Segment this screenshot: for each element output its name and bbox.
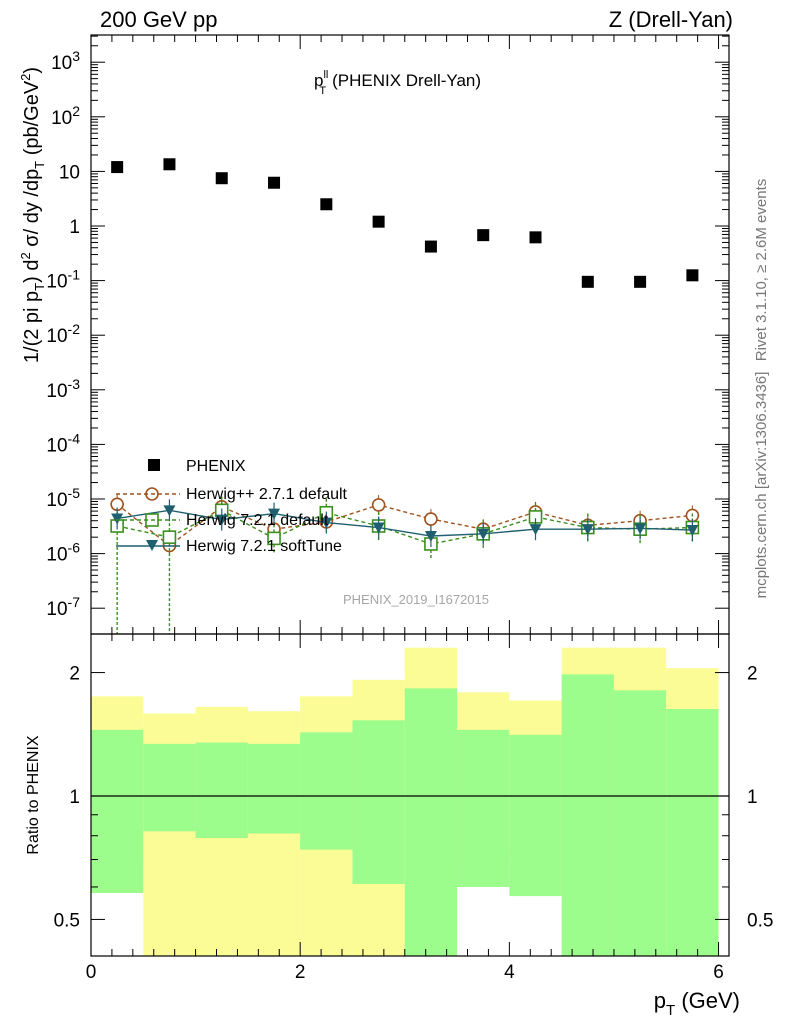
h7soft-point: [424, 531, 437, 543]
h7soft-point: [268, 508, 281, 520]
phenix-point: [581, 275, 594, 288]
h7soft-point: [686, 525, 699, 537]
y-tick-label: 10: [59, 162, 80, 183]
analysis-watermark: PHENIX_2019_I1672015: [343, 592, 489, 607]
series-line: [116, 503, 693, 547]
phenix-point: [686, 269, 699, 282]
ratio-stat-band: [91, 729, 144, 893]
h7soft-point: [372, 522, 385, 534]
series-line: [117, 509, 693, 545]
h7soft-point: [215, 514, 228, 526]
ratio-stat-band: [247, 743, 301, 834]
phenix-point: [424, 240, 437, 253]
y-tick-label: 1: [69, 217, 80, 238]
ratio-bands: [91, 647, 719, 956]
h7soft-point: [111, 513, 124, 525]
axes-ticks: 10-7 10-6 10-5 10-4 10-3 10-2 10-1 1 10 102 103 0 2 4…: [46, 35, 773, 983]
ratio-panel-frame: [90, 633, 730, 957]
header-left: 200 GeV pp: [100, 7, 217, 32]
y-tick-label: 10-3: [46, 376, 80, 402]
ratio-tick-label-right: 2: [747, 664, 758, 685]
phenix-point: [477, 229, 490, 242]
legend-hpp-label: Herwig++ 2.7.1 default: [186, 486, 348, 503]
y-tick-label: 102: [51, 103, 80, 129]
ratio-stat-band: [143, 743, 196, 832]
x-tick-label: 6: [713, 962, 724, 983]
ratio-tick-label-right: 0.5: [747, 910, 773, 931]
hpp-point: [371, 498, 386, 512]
x-tick-label: 2: [295, 962, 306, 983]
header-right: Z (Drell-Yan): [609, 7, 733, 32]
legend-h7soft-marker: [146, 540, 158, 551]
ratio-stat-band: [509, 734, 562, 897]
top-panel-series: [110, 158, 700, 634]
h7soft-point: [320, 517, 333, 529]
y-tick-label: 10-1: [46, 267, 80, 293]
ratio-stat-band: [404, 688, 458, 956]
ratio-stat-band: [457, 729, 510, 887]
hpp-point: [424, 512, 438, 526]
y-tick-label: 10-4: [46, 430, 80, 456]
ratio-stat-band: [300, 732, 353, 850]
x-tick-label: 0: [86, 962, 97, 983]
top-y-axis-label: 1/(2 pi pT) d2 σ/ dy /dpT (pb/GeV2): [18, 67, 47, 363]
plot-title: pll T(PHENIX Drell-Yan): [314, 69, 481, 97]
ratio-stat-band: [352, 720, 405, 885]
legend-phenix-label: PHENIX: [186, 458, 246, 475]
y-tick-label: 10-5: [46, 485, 80, 511]
x-axis-label: pT (GeV): [654, 988, 740, 1019]
h7soft-point: [634, 523, 647, 535]
h7def-point: [162, 530, 177, 544]
ratio-tick-label: 1: [69, 787, 80, 808]
h7soft-point: [163, 505, 176, 517]
phenix-point: [111, 161, 124, 174]
legend-h7def-label: Herwig 7.2.1 default: [186, 512, 329, 529]
ratio-stat-band: [195, 742, 248, 838]
series-line: [117, 509, 693, 537]
h7soft-point: [581, 524, 594, 536]
ratio-stat-band: [666, 709, 719, 956]
phenix-point: [320, 198, 333, 211]
x-tick-label: 4: [504, 962, 515, 983]
mcplots-label: mcplots.cern.ch [arXiv:1306.3436]: [753, 372, 770, 599]
legend-h7def-marker: [145, 513, 159, 527]
phenix-point: [372, 215, 385, 228]
phenix-point: [268, 176, 281, 189]
y-tick-label: 10-7: [46, 594, 80, 620]
phenix-point: [163, 158, 176, 171]
phenix-point: [215, 172, 228, 185]
ratio-stat-band: [613, 690, 667, 956]
phenix-point: [634, 275, 647, 288]
legend: PHENIX Herwig++ 2.7.1 default Herwig 7.2…: [116, 458, 348, 555]
y-tick-label: 103: [51, 48, 80, 74]
legend-h7soft-label: Herwig 7.2.1 softTune: [186, 538, 342, 555]
rivet-version-label: Rivet 3.1.10, ≥ 2.6M events: [753, 179, 770, 362]
ratio-stat-band: [561, 674, 614, 956]
y-tick-label: 10-2: [46, 321, 80, 347]
legend-phenix-marker: [148, 459, 160, 471]
ratio-tick-label: 0.5: [54, 910, 80, 931]
ratio-tick-label-right: 1: [747, 787, 758, 808]
ratio-tick-label: 2: [69, 664, 80, 685]
phenix-point: [529, 231, 542, 244]
y-tick-label: 10-6: [46, 540, 80, 566]
h7soft-point: [529, 524, 542, 536]
h7def-point: [267, 531, 281, 546]
legend-hpp-marker: [145, 487, 159, 501]
h7soft-point: [477, 528, 490, 540]
ratio-y-axis-label: Ratio to PHENIX: [25, 735, 42, 854]
